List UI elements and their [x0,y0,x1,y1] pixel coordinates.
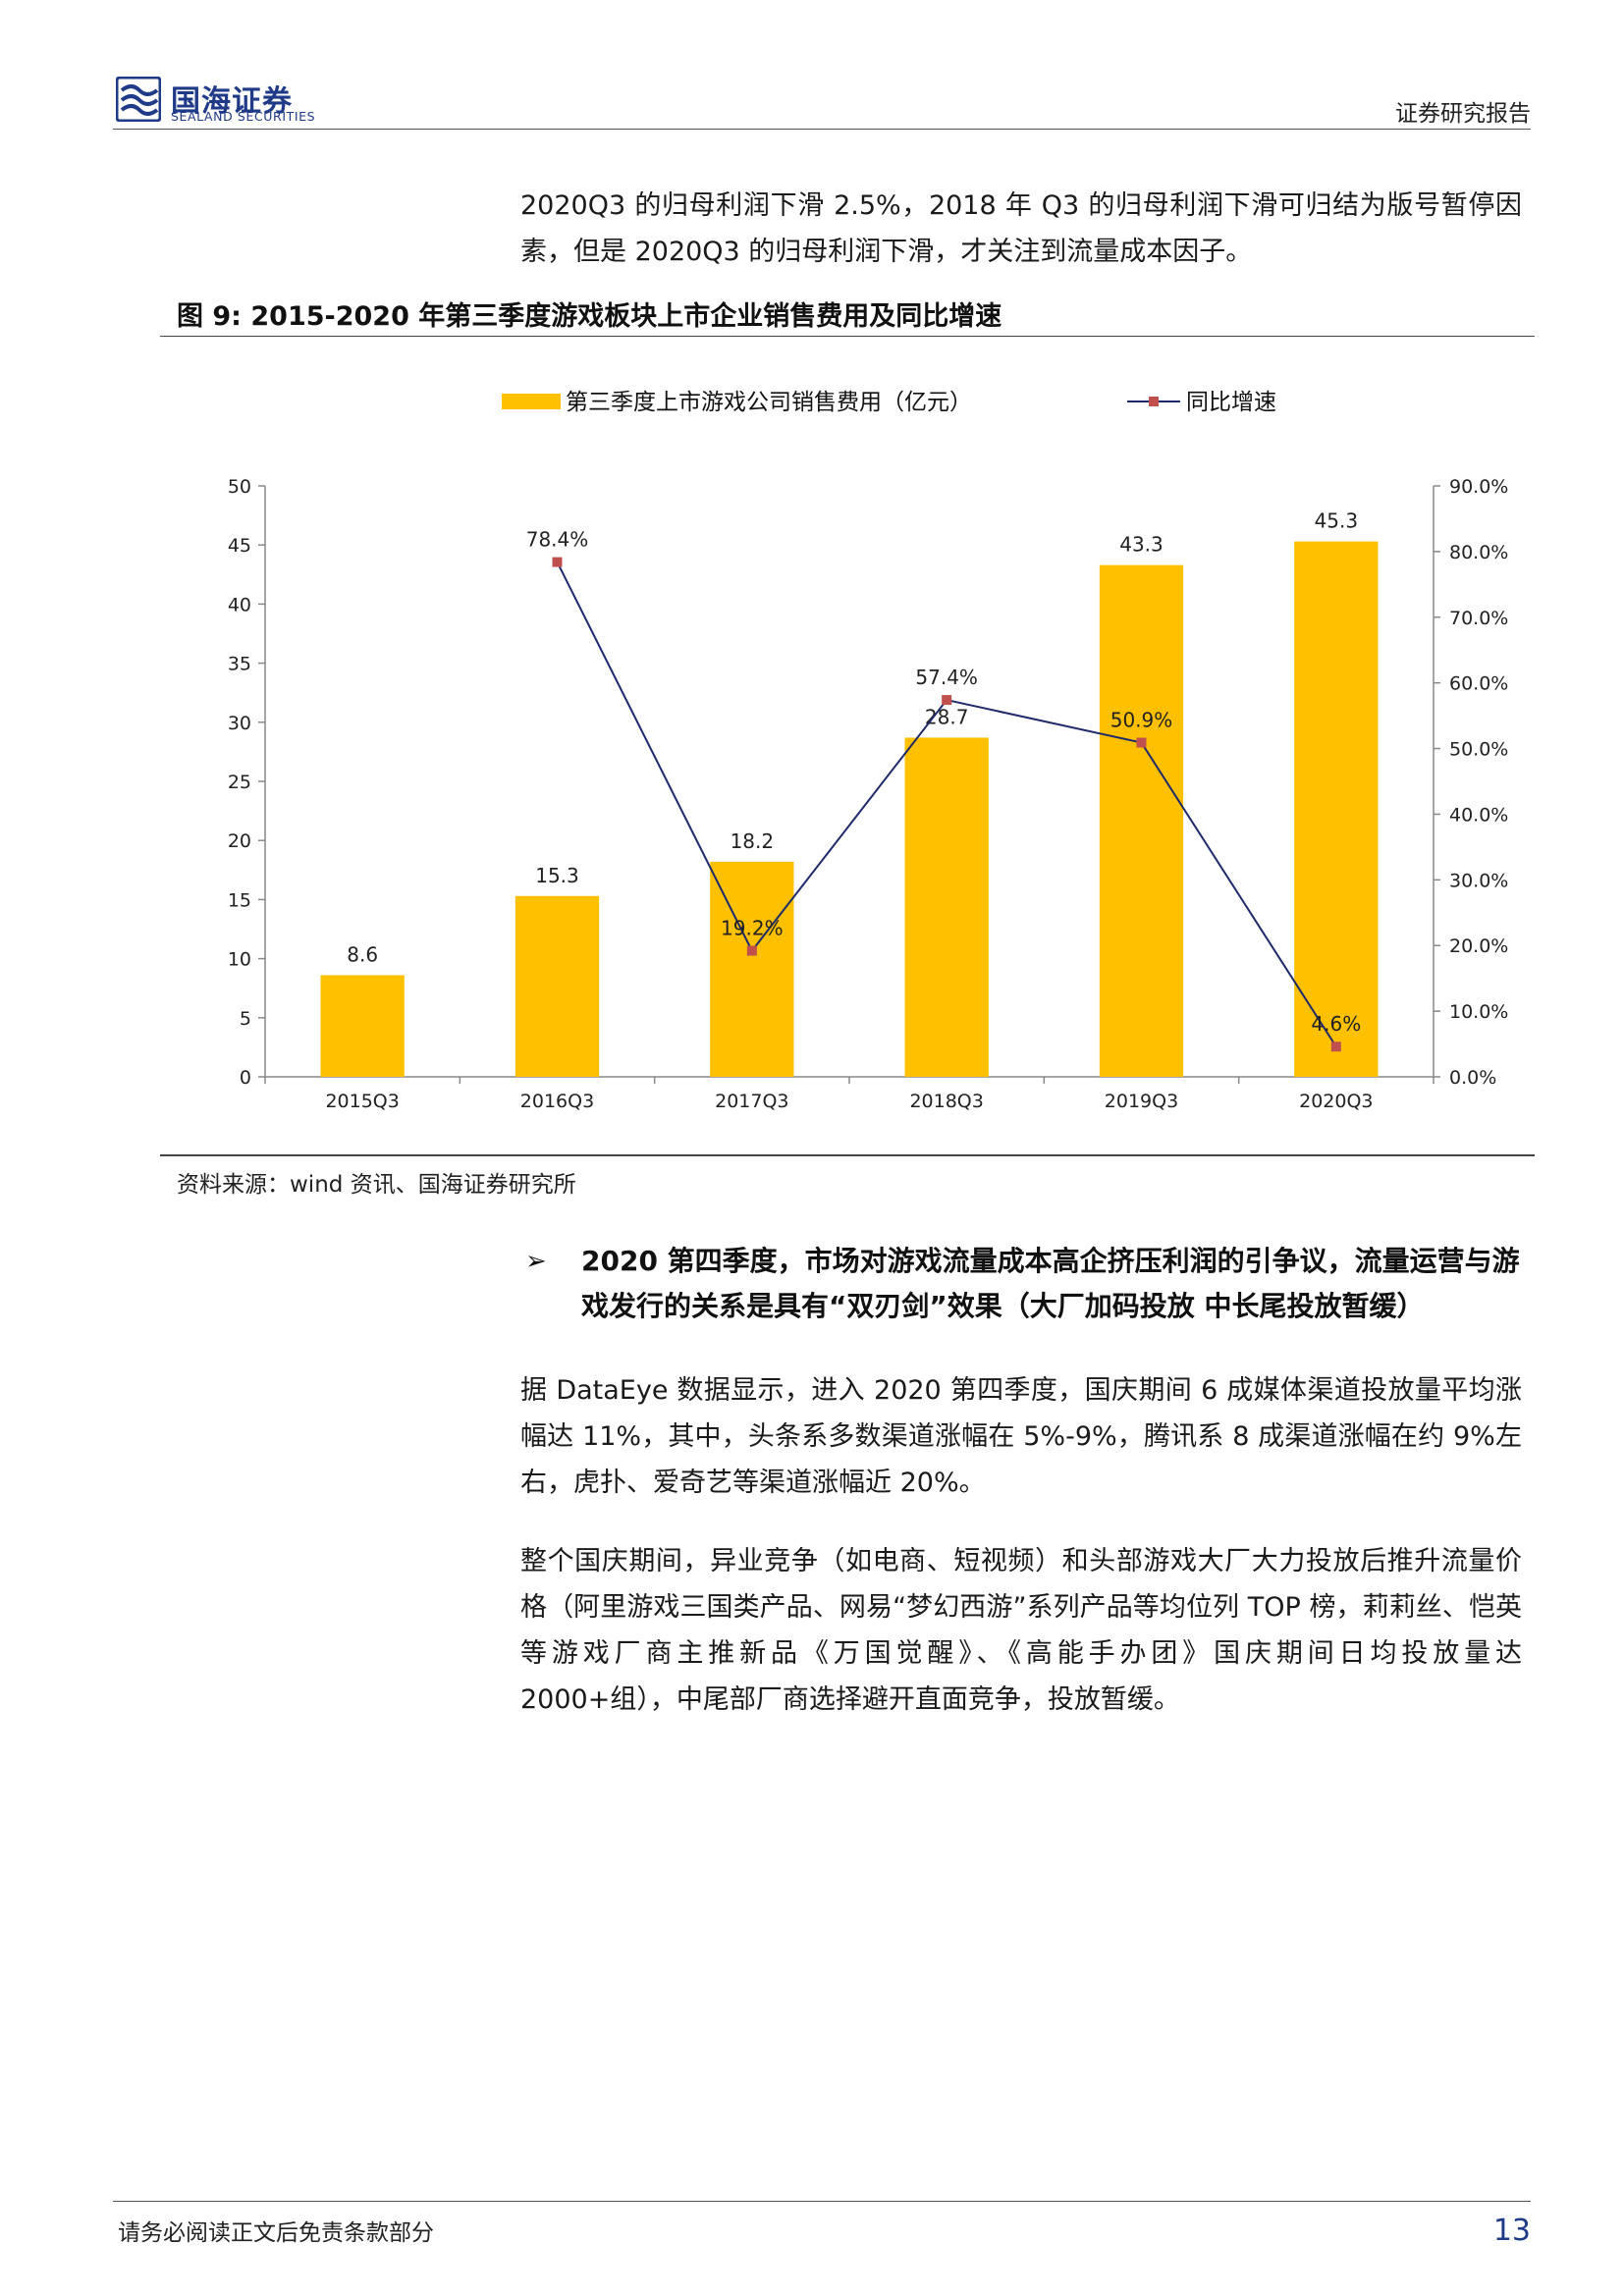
growth-point-2018Q3 [942,695,952,706]
left-axis-tick-label: 40 [228,594,251,615]
right-axis-tick-label: 60.0% [1449,673,1508,695]
bullet-arrow-icon: ➢ [525,1247,547,1276]
sealand-logo-icon [116,77,161,122]
bar-2020Q3 [1294,541,1379,1077]
x-axis-tick-label: 2019Q3 [1105,1091,1178,1112]
left-axis-tick-label: 25 [228,772,251,793]
footer-divider [113,2201,1531,2202]
right-axis-tick-label: 40.0% [1449,804,1508,826]
figure-title: 图 9: 2015-2020 年第三季度游戏板块上市企业销售费用及同比增速 [177,301,1002,332]
right-axis-tick-label: 70.0% [1449,608,1508,629]
bar-value-label: 45.3 [1315,509,1359,533]
left-axis-tick-label: 15 [228,889,251,911]
page-number: 13 [1492,2214,1531,2248]
disclaimer-note: 请务必阅读正文后免责条款部分 [118,2220,434,2246]
figure-top-rule [160,336,1535,337]
left-axis-tick-label: 10 [228,949,251,971]
growth-value-label: 4.6% [1311,1012,1361,1036]
growth-point-2017Q3 [746,945,757,956]
bar-value-label: 28.7 [925,705,969,728]
x-axis-tick-label: 2015Q3 [325,1091,399,1112]
bar-2019Q3 [1099,564,1184,1077]
bar-value-label: 43.3 [1119,533,1164,557]
bar-2018Q3 [904,737,989,1077]
logo-text-cn: 国海证券 [171,84,293,119]
right-axis-tick-label: 50.0% [1449,739,1508,761]
sales-expense-chart: 第三季度上市游戏公司销售费用（亿元） 同比增速 0 5 10 15 20 25 30 35 40 45… [228,390,1509,1112]
body-paragraph-holiday: 整个国庆期间，异业竞争（如电商、短视频）和头部游戏大厂大力投放后推升流量价格（阿… [520,1546,1522,1715]
bar-value-label: 15.3 [535,864,579,887]
left-axis-tick-label: 30 [228,713,251,734]
legend-line-marker [1149,397,1159,406]
right-axis-tick-label: 0.0% [1449,1067,1496,1089]
right-axis-tick-label: 90.0% [1449,476,1508,498]
report-type-label: 证券研究报告 [1395,101,1531,127]
figure-source: 资料来源：wind 资讯、国海证券研究所 [177,1172,576,1198]
company-logo: 国海证券 SEALAND SECURITIES [116,77,327,124]
left-axis-tick-label: 50 [228,476,251,498]
left-axis-tick-label: 20 [228,830,251,852]
growth-point-2020Q3 [1330,1041,1341,1052]
bar-2017Q3 [710,861,794,1077]
figure-bottom-rule [160,1154,1535,1156]
growth-point-2019Q3 [1136,737,1147,748]
right-axis-tick-label: 20.0% [1449,935,1508,957]
right-axis-tick-label: 80.0% [1449,542,1508,563]
growth-value-label: 57.4% [915,666,978,689]
bar-2016Q3 [514,895,600,1077]
left-axis-tick-label: 5 [240,1008,251,1030]
body-paragraph-dataeye: 据 DataEye 数据显示，进入 2020 第四季度，国庆期间 6 成媒体渠道… [520,1375,1522,1498]
growth-value-label: 78.4% [526,528,589,552]
x-axis-tick-label: 2020Q3 [1299,1091,1373,1112]
bar-2015Q3 [320,975,405,1077]
logo-text-en: SEALAND SECURITIES [171,109,316,124]
growth-point-2016Q3 [552,557,563,567]
x-axis-tick-label: 2016Q3 [520,1091,594,1112]
intro-paragraph: 2020Q3 的归母利润下滑 2.5%，2018 年 Q3 的归母利润下滑可归结… [520,190,1522,267]
bar-value-label: 18.2 [731,829,775,853]
left-axis-tick-label: 35 [228,654,251,675]
bullet-heading-text: 2020 第四季度，市场对游戏流量成本高企挤压利润的引争议，流量运营与游戏发行的… [581,1245,1520,1322]
left-axis-tick-label: 0 [240,1067,251,1089]
legend-bar-label: 第三季度上市游戏公司销售费用（亿元） [566,390,972,415]
legend-line-label: 同比增速 [1186,390,1276,415]
x-axis-tick-label: 2018Q3 [909,1091,983,1112]
right-axis-tick-label: 10.0% [1449,1001,1508,1023]
x-axis-tick-label: 2017Q3 [715,1091,788,1112]
growth-value-label: 19.2% [721,917,784,940]
legend-bar-swatch [502,394,561,409]
growth-value-label: 50.9% [1110,709,1173,732]
header-divider [113,129,1531,130]
bar-value-label: 8.6 [347,942,378,966]
right-axis-tick-label: 30.0% [1449,870,1508,891]
left-axis-tick-label: 45 [228,535,251,557]
